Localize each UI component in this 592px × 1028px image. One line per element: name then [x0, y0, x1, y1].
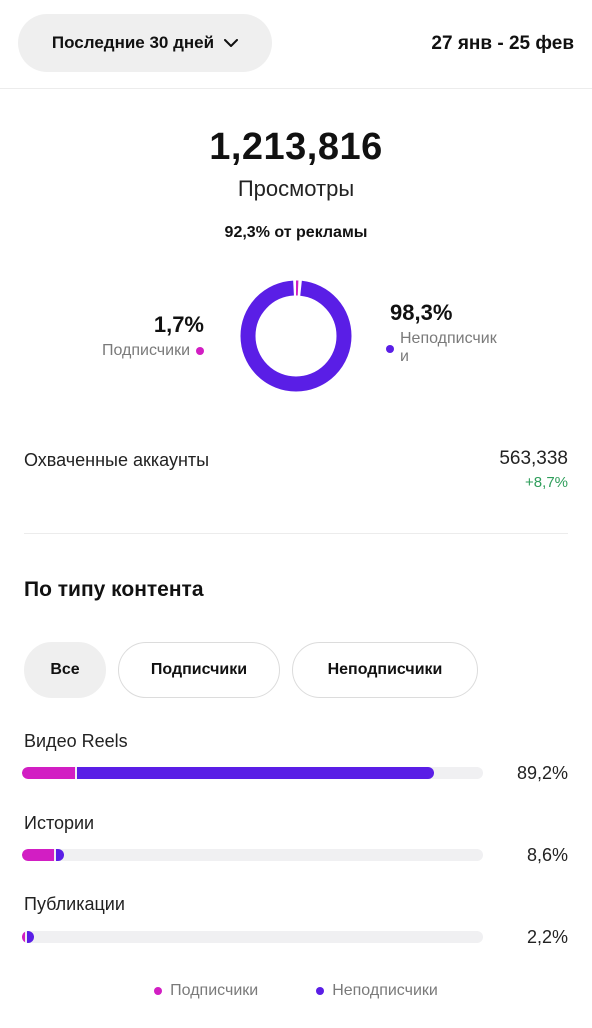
period-label: Последние 30 дней [51, 33, 215, 52]
period-dropdown[interactable]: Последние 30 дней [18, 14, 272, 72]
content-row-label: Публикации [24, 894, 125, 914]
content-row-pct: 2,2% [526, 927, 568, 947]
divider [24, 533, 568, 534]
non-followers-bar-segment [26, 931, 35, 943]
chip-all[interactable]: Все [24, 642, 106, 698]
followers-bar-segment [22, 767, 75, 779]
content-row-bar [22, 931, 483, 943]
legend-followers-label: Подписчики [170, 982, 259, 999]
views-count: 1,213,816 [209, 126, 383, 168]
followers-bar-segment [22, 931, 25, 943]
pink-dot-icon [154, 987, 163, 995]
reached-accounts-value: 563,338 [499, 448, 568, 469]
pink-dot-icon [196, 347, 204, 355]
legend-non-followers-label: Неподписчики [332, 982, 438, 999]
purple-dot-icon [316, 987, 325, 995]
section-title: По типу контента [24, 578, 204, 601]
content-row-pct: 89,2% [516, 763, 568, 783]
ads-share: 92,3% от рекламы [224, 224, 368, 241]
non-followers-legend: Неподписчик и [386, 330, 526, 366]
divider [0, 88, 592, 89]
content-row-bar [22, 767, 483, 779]
followers-pct: 1,7% [153, 312, 204, 337]
purple-dot-icon [386, 345, 394, 353]
non-followers-pct: 98,3% [390, 300, 453, 325]
non-followers-label: Неподписчик и [400, 330, 497, 365]
audience-donut-chart [240, 280, 352, 392]
content-row-bar [22, 849, 483, 861]
non-followers-bar-segment [56, 849, 64, 861]
followers-donut-slice [240, 280, 352, 392]
followers-bar-segment [22, 849, 55, 861]
content-row-label: Истории [24, 813, 95, 833]
reached-accounts-label: Охваченные аккаунты [24, 450, 210, 470]
legend-followers: Подписчики [154, 982, 258, 1000]
non-followers-donut-slice [240, 280, 352, 392]
bar-legend: Подписчики Неподписчики [0, 982, 592, 1000]
audience-filter-chips: Все Подписчики Неподписчики [24, 642, 478, 698]
chevron-down-icon [224, 38, 239, 47]
chip-followers[interactable]: Подписчики [118, 642, 280, 698]
reached-accounts-change: +8,7% [525, 474, 568, 491]
content-row-label: Видео Reels [24, 731, 128, 751]
non-followers-bar-segment [77, 767, 435, 779]
followers-label: Подписчики [101, 342, 190, 359]
content-row-pct: 8,6% [526, 845, 568, 865]
chip-non-followers[interactable]: Неподписчики [292, 642, 478, 698]
legend-non-followers: Неподписчики [316, 982, 438, 1000]
date-range: 27 янв - 25 фев [431, 33, 574, 54]
views-label: Просмотры [237, 176, 355, 201]
followers-legend: Подписчики [102, 342, 204, 360]
